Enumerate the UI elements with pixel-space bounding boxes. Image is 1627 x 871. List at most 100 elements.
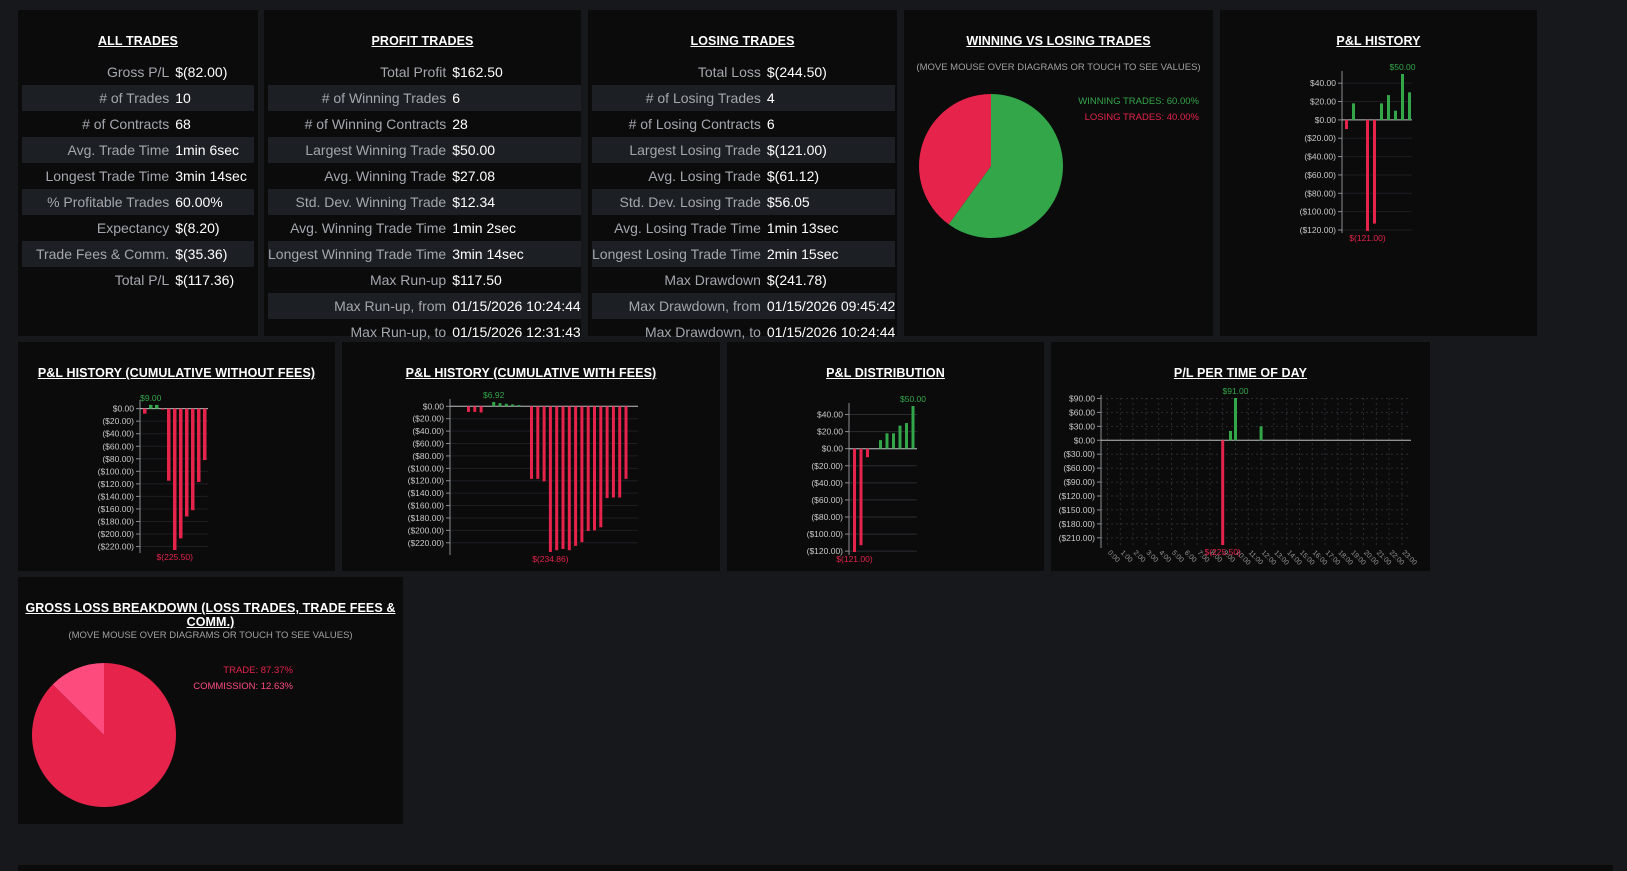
bar-negative [479,406,483,413]
losing-trades-row: # of Losing Trades 4 [592,85,896,111]
all-trades-value: $(8.20) [175,220,220,236]
all-trades-value: $(35.36) [175,241,254,267]
gross-loss-panel: GROSS LOSS BREAKDOWN (LOSS TRADES, TRADE… [18,577,403,824]
max-value-label: $50.00 [1390,62,1416,72]
losing-trades-row: Std. Dev. Losing Trade $56.05 [592,189,896,215]
max-value-label: $91.00 [1223,386,1249,396]
profit-trades-value: $117.50 [452,272,502,288]
pl-time-of-day-panel: P/L PER TIME OF DAY $90.00 $60.00 $30.00 $0… [1051,342,1430,571]
bar-negative [599,406,603,528]
y-tick-label: $0.00 [822,444,844,454]
profit-trades-value: $162.50 [452,64,503,80]
pnl-distribution-chart[interactable]: $40.00 $20.00 $0.00 ($20.00) ($40.00) ($60.00… [727,342,1044,571]
losing-trades-value: 1min 13sec [766,220,839,236]
bar-negative [611,406,615,498]
win-vs-loss-hint: (MOVE MOUSE OVER DIAGRAMS OR TOUCH TO SE… [916,62,1201,73]
y-tick-label: ($90.00) [1063,477,1095,487]
min-value-label: $(225.50) [157,552,194,562]
all-trades-label: # of Contracts [82,116,170,132]
pnl-cum-with-fees-chart[interactable]: $0.00 ($20.00) ($40.00) ($60.00) ($80.00) ($1… [342,342,720,571]
gross-loss-pie-chart[interactable] [31,662,177,808]
y-tick-label: ($120.00) [1059,491,1096,501]
profit-trades-row: Largest Winning Trade $50.00 [268,137,581,163]
pnl-cum-no-fees-title: P&L HISTORY (CUMULATIVE WITHOUT FEES) [37,366,316,380]
bar-negative [467,406,470,412]
y-tick-label: ($80.00) [412,451,444,461]
bar-positive [879,440,882,449]
profit-trades-label: Longest Winning Trade Time [268,241,453,267]
profit-trades-label: Max Run-up, from [268,293,453,319]
y-tick-label: ($20.00) [1304,133,1336,143]
y-tick-label: ($100.00) [1300,207,1337,217]
pie-slice-losing-trades [919,94,991,225]
bar-negative [561,406,565,549]
win-vs-loss-pie-chart[interactable] [918,93,1064,239]
losing-trades-row: Max Drawdown, to 01/15/2026 10:24:44 [592,319,895,345]
y-tick-label: $0.00 [1074,435,1096,445]
gross-loss-hint: (MOVE MOUSE OVER DIAGRAMS OR TOUCH TO SE… [68,630,353,641]
losing-trades-value: 01/15/2026 09:45:42 [766,293,896,319]
pie-slice-commission [52,663,104,735]
y-tick-label: ($200.00) [408,525,445,535]
bar-positive [1394,110,1397,120]
profit-trades-value: $27.08 [452,168,496,184]
losing-trades-value: $56.05 [766,189,896,215]
bar-negative [605,406,609,499]
bar-positive [1352,103,1355,120]
profit-trades-label: Total Profit [380,64,447,80]
bar-negative [580,406,584,543]
win-vs-loss-title: WINNING VS LOSING TRADES [966,34,1151,48]
all-trades-label: Gross P/L [106,64,170,80]
losing-trades-row: Max Drawdown $(241.78) [592,267,895,293]
pnl-history-chart[interactable]: $40.00 $20.00 $0.00 ($20.00) ($40.00) ($60.00… [1220,10,1537,336]
profit-trades-row: # of Winning Contracts 28 [268,111,581,137]
profit-trades-row: Max Run-up, from 01/15/2026 10:24:44 [268,293,581,319]
bar-positive [898,425,902,449]
profit-trades-label: Avg. Winning Trade [324,168,447,184]
losing-trades-value: $(241.78) [766,272,827,288]
bar-negative [859,448,863,546]
profit-trades-label: Max Run-up [369,272,447,288]
pl-time-of-day-chart[interactable]: $90.00 $60.00 $30.00 $0.00 ($30.00) ($60.00) (… [1051,342,1430,591]
profit-trades-label: Largest Winning Trade [268,137,453,163]
pnl-cum-no-fees-chart[interactable]: $0.00 ($20.00) ($40.00) ($60.00) ($80.00) ($1… [18,342,335,571]
profit-trades-value: $12.34 [452,189,581,215]
all-trades-label: Trade Fees & Comm. [22,241,176,267]
profit-trades-row: Longest Winning Trade Time 3min 14sec [268,241,581,267]
losing-trades-row: Total Loss $(244.50) [592,59,895,85]
losing-trades-label: # of Losing Trades [592,85,767,111]
losing-trades-label: Std. Dev. Losing Trade [592,189,767,215]
losing-trades-row: Largest Losing Trade $(121.00) [592,137,896,163]
y-tick-label: ($60.00) [102,441,134,451]
bar-negative [1373,119,1376,224]
x-tick-label: 3:00 [1144,549,1159,564]
y-tick-label: $0.00 [1315,115,1337,125]
chart-svg: $90.00 $60.00 $30.00 $0.00 ($30.00) ($60.00) (… [1059,386,1418,567]
losing-trades-title: LOSING TRADES [690,34,795,48]
losing-trades-row: Longest Losing Trade Time 2min 15sec [592,241,896,267]
losing-trades-value: $(121.00) [766,137,896,163]
bar-positive [511,404,515,407]
bar-negative [618,406,622,498]
y-tick-label: ($30.00) [1063,449,1095,459]
all-trades-row: # of Trades 10 [22,85,254,111]
all-trades-value: 3min 14sec [175,168,247,184]
max-value-label: $50.00 [900,394,926,404]
profit-trades-value: 01/15/2026 10:24:44 [452,293,581,319]
y-tick-label: ($180.00) [98,516,135,526]
losing-trades-label: Largest Losing Trade [592,137,767,163]
all-trades-row: Avg. Trade Time 1min 6sec [22,137,254,163]
all-trades-row: Gross P/L $(82.00) [22,59,254,85]
bar-positive [149,404,153,409]
y-tick-label: ($80.00) [1304,188,1336,198]
y-tick-label: ($80.00) [102,454,134,464]
all-trades-panel: ALL TRADES Gross P/L $(82.00) # of Trades 1… [18,10,258,336]
min-value-label: $(234.86) [532,554,569,564]
bar-positive [911,406,915,449]
losing-trades-value: $(244.50) [766,64,827,80]
y-tick-label: ($100.00) [98,466,135,476]
y-tick-label: ($80.00) [811,512,843,522]
bar-negative [555,406,559,551]
bar-negative [143,408,147,414]
bottom-panel-edge [18,865,1613,871]
